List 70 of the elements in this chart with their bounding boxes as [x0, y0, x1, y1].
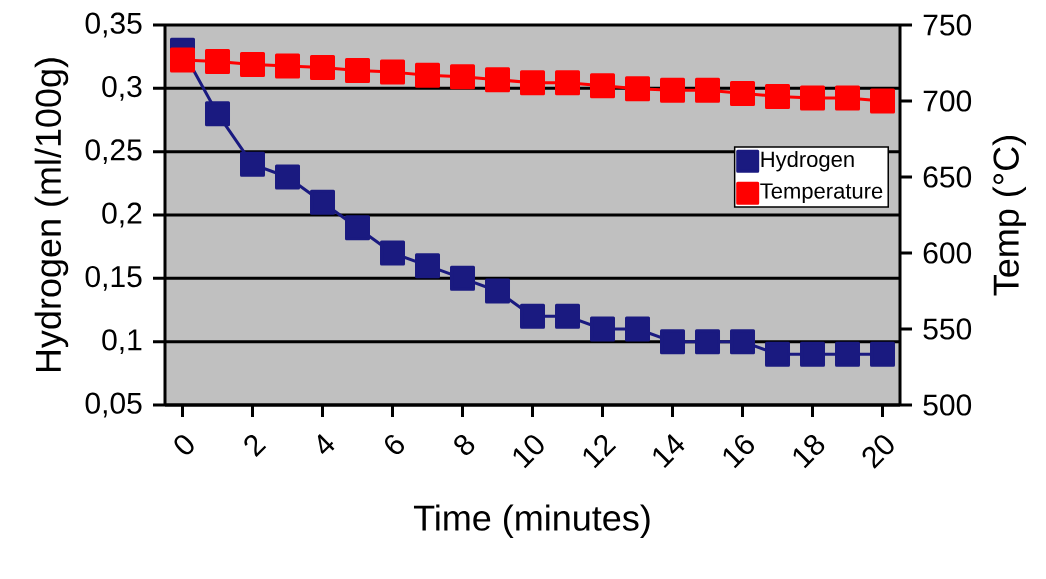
point	[800, 341, 826, 367]
x-tick-label: 2	[244, 434, 267, 457]
x-tick-label: 18	[793, 434, 825, 469]
y2-tick-label: 700	[923, 90, 972, 112]
point	[660, 329, 686, 355]
x-tick-label: 20	[862, 435, 894, 469]
point	[625, 76, 651, 102]
y-tick-label: 0,15	[85, 265, 142, 291]
point	[275, 164, 300, 190]
y2-tick-label: 650	[923, 166, 972, 188]
y-tick-label: 0,05	[85, 392, 142, 418]
point	[310, 189, 336, 215]
y2-tick-label: 550	[923, 318, 972, 340]
point	[590, 316, 616, 342]
point	[730, 329, 756, 355]
point	[485, 67, 511, 93]
y-tick-label: 0,3	[102, 75, 142, 101]
point	[240, 151, 265, 177]
point	[520, 303, 546, 329]
x-tick-label: 14	[653, 434, 685, 468]
point	[835, 85, 861, 111]
point	[555, 70, 581, 96]
point	[450, 265, 475, 291]
point	[695, 77, 721, 103]
point	[835, 341, 861, 367]
y2-tick-label: 500	[923, 394, 972, 416]
legend-label: Hydrogen	[761, 150, 854, 172]
x-tick-label: 6	[385, 434, 405, 455]
point	[450, 64, 476, 90]
point	[520, 70, 546, 96]
x-axis-title: Time (minutes)	[413, 504, 650, 538]
point	[625, 316, 651, 342]
y-tick-label: 0,35	[85, 12, 142, 38]
point	[765, 83, 791, 109]
x-tick-label: 16	[723, 434, 755, 469]
point	[170, 47, 195, 73]
point	[275, 53, 300, 79]
point	[415, 253, 441, 279]
point	[555, 303, 581, 329]
point	[415, 62, 441, 88]
y-tick-label: 0,2	[102, 202, 142, 228]
point	[240, 52, 266, 78]
y-axis-title: Hydrogen (ml/100g)	[34, 58, 69, 372]
x-tick-label: 8	[454, 434, 475, 455]
point	[345, 215, 370, 241]
y2-tick-label: 600	[923, 242, 972, 264]
point	[800, 85, 826, 111]
point	[345, 58, 371, 84]
y-tick-label: 0,25	[85, 139, 142, 165]
point	[380, 240, 406, 266]
point	[590, 73, 616, 99]
point	[870, 341, 896, 367]
point	[205, 48, 230, 74]
point	[660, 77, 686, 103]
point	[695, 329, 721, 355]
x-tick-label: 0	[174, 435, 194, 455]
point	[870, 88, 896, 114]
x-tick-label: 4	[317, 434, 335, 455]
x-tick-label: 10	[513, 435, 544, 469]
point	[485, 278, 511, 304]
y-tick-label: 0,1	[102, 329, 142, 355]
point	[310, 55, 336, 81]
point	[765, 341, 791, 367]
point	[730, 80, 756, 106]
legend-label: Temperature	[760, 183, 883, 204]
y2-tick-label: 750	[923, 14, 972, 36]
point	[205, 101, 230, 127]
y2-axis-title: Temp (°C)	[992, 136, 1027, 296]
x-tick-label: 12	[583, 434, 617, 469]
point	[380, 59, 406, 85]
